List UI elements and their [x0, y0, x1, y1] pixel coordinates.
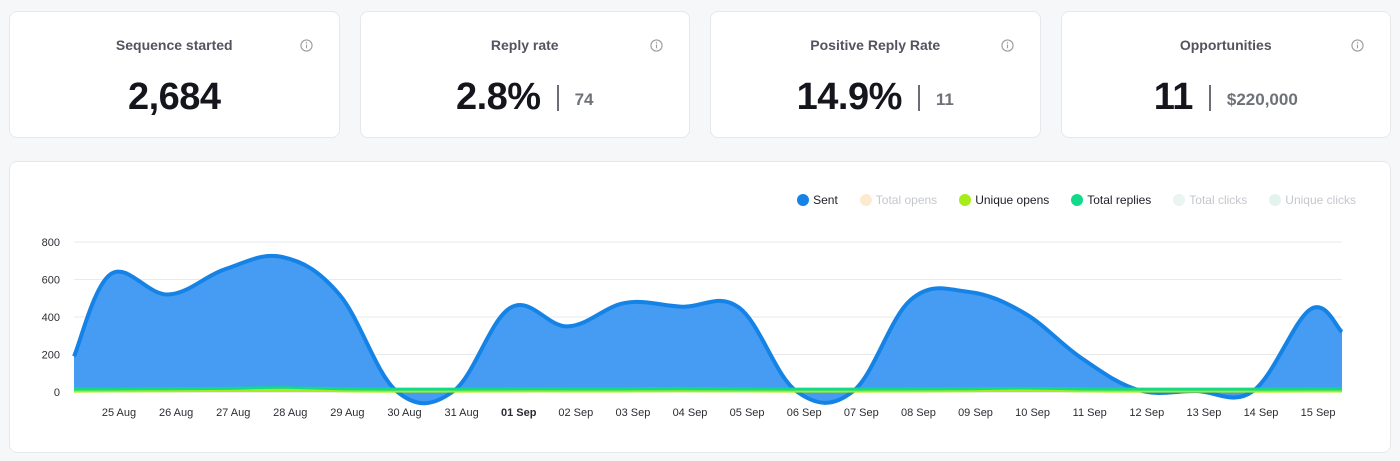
stat-title: Reply rate: [490, 37, 559, 53]
stat-card-opportunities: Opportunities 11 $220,000: [1060, 11, 1391, 138]
x-tick-label: 28 Aug: [273, 407, 307, 419]
x-tick-label: 07 Sep: [844, 407, 879, 419]
stat-value-row: 2.8% 74: [361, 76, 690, 119]
series-line-unique-opens: [73, 388, 1343, 393]
info-icon[interactable]: [1351, 39, 1364, 52]
x-tick-label: 29 Aug: [330, 407, 364, 419]
x-tick-label: 25 Aug: [102, 407, 136, 419]
info-icon[interactable]: [650, 39, 663, 52]
x-tick-label: 26 Aug: [159, 407, 193, 419]
x-tick-label: 31 Aug: [444, 407, 478, 419]
stat-value: 11: [1153, 76, 1194, 118]
stat-value-row: 14.9% 11: [711, 76, 1040, 119]
stat-sub-value: $220,000: [1226, 89, 1298, 109]
stat-card-sequence-started: Sequence started 2,684: [9, 11, 340, 138]
legend-item-total-replies[interactable]: Total replies: [1071, 193, 1151, 207]
stat-value: 14.9%: [796, 76, 903, 118]
legend-item-unique-clicks[interactable]: Unique clicks: [1269, 193, 1356, 207]
legend-item-total-opens[interactable]: Total opens: [859, 193, 938, 207]
x-tick-label: 12 Sep: [1129, 407, 1164, 419]
series-line-total-replies: [73, 386, 1343, 390]
legend-item-total-clicks[interactable]: Total clicks: [1173, 193, 1247, 207]
x-tick-label: 27 Aug: [216, 407, 250, 419]
legend-dot: [797, 194, 810, 206]
chart-legend: Sent Total opens Unique opens Total repl…: [797, 193, 1356, 207]
x-tick-label: 05 Sep: [730, 407, 765, 419]
stat-card-reply-rate: Reply rate 2.8% 74: [359, 11, 690, 138]
legend-item-unique-opens[interactable]: Unique opens: [959, 193, 1049, 207]
series-area-sent: [74, 255, 1342, 404]
stat-title: Positive Reply Rate: [810, 37, 941, 53]
y-tick-label: 200: [42, 350, 60, 362]
stat-sub-value: 11: [935, 89, 954, 109]
legend-dot: [859, 194, 872, 206]
activity-chart-card: Sent Total opens Unique opens Total repl…: [9, 161, 1391, 453]
x-tick-label: 13 Sep: [1186, 407, 1221, 419]
info-icon[interactable]: [299, 39, 313, 52]
x-tick-label: 11 Sep: [1073, 407, 1107, 419]
y-tick-label: 600: [42, 275, 60, 287]
stat-value-row: 11 $220,000: [1062, 76, 1391, 119]
legend-item-sent[interactable]: Sent: [797, 193, 838, 207]
x-tick-label: 02 Sep: [558, 407, 593, 419]
stat-value-row: 2,684: [10, 76, 339, 119]
info-icon[interactable]: [1000, 39, 1014, 52]
value-divider: [917, 84, 920, 111]
stat-title: Sequence started: [115, 37, 233, 53]
x-tick-label: 06 Sep: [787, 407, 822, 419]
legend-dot: [1173, 194, 1186, 206]
x-tick-label: 10 Sep: [1015, 407, 1050, 419]
x-tick-label: 01 Sep: [501, 407, 537, 419]
x-tick-label: 15 Sep: [1301, 407, 1336, 419]
legend-dot: [959, 194, 972, 206]
legend-label: Unique clicks: [1285, 193, 1356, 207]
y-tick-label: 800: [42, 237, 60, 249]
x-tick-label: 14 Sep: [1244, 407, 1279, 419]
legend-dot: [1269, 194, 1282, 206]
stat-card-positive-reply-rate: Positive Reply Rate 14.9% 11: [710, 11, 1041, 138]
area-chart: 0 200 400 600 800 25 Aug 26 Aug 27 Aug 28 Aug 29 …: [42, 237, 1344, 419]
legend-label: Total clicks: [1189, 193, 1248, 207]
stat-sub-value: 74: [574, 89, 594, 109]
value-divider: [556, 84, 559, 111]
legend-dot: [1071, 194, 1084, 206]
stat-title: Opportunities: [1179, 37, 1272, 53]
value-divider: [1208, 84, 1211, 111]
x-tick-label: 09 Sep: [958, 407, 993, 419]
y-tick-label: 400: [42, 312, 60, 324]
stat-value: 2,684: [127, 76, 221, 118]
legend-label: Unique opens: [975, 193, 1050, 207]
x-tick-label: 04 Sep: [673, 407, 708, 419]
stat-value: 2.8%: [455, 76, 541, 118]
legend-label: Total opens: [875, 193, 938, 207]
x-tick-label: 08 Sep: [901, 407, 936, 419]
x-tick-label: 03 Sep: [615, 407, 650, 419]
legend-label: Sent: [813, 193, 838, 207]
y-tick-label: 0: [54, 387, 60, 399]
stats-row: Sequence started 2,684 Reply rate 2.8% 7…: [9, 11, 1391, 138]
x-tick-label: 30 Aug: [387, 407, 421, 419]
legend-label: Total replies: [1087, 193, 1152, 207]
